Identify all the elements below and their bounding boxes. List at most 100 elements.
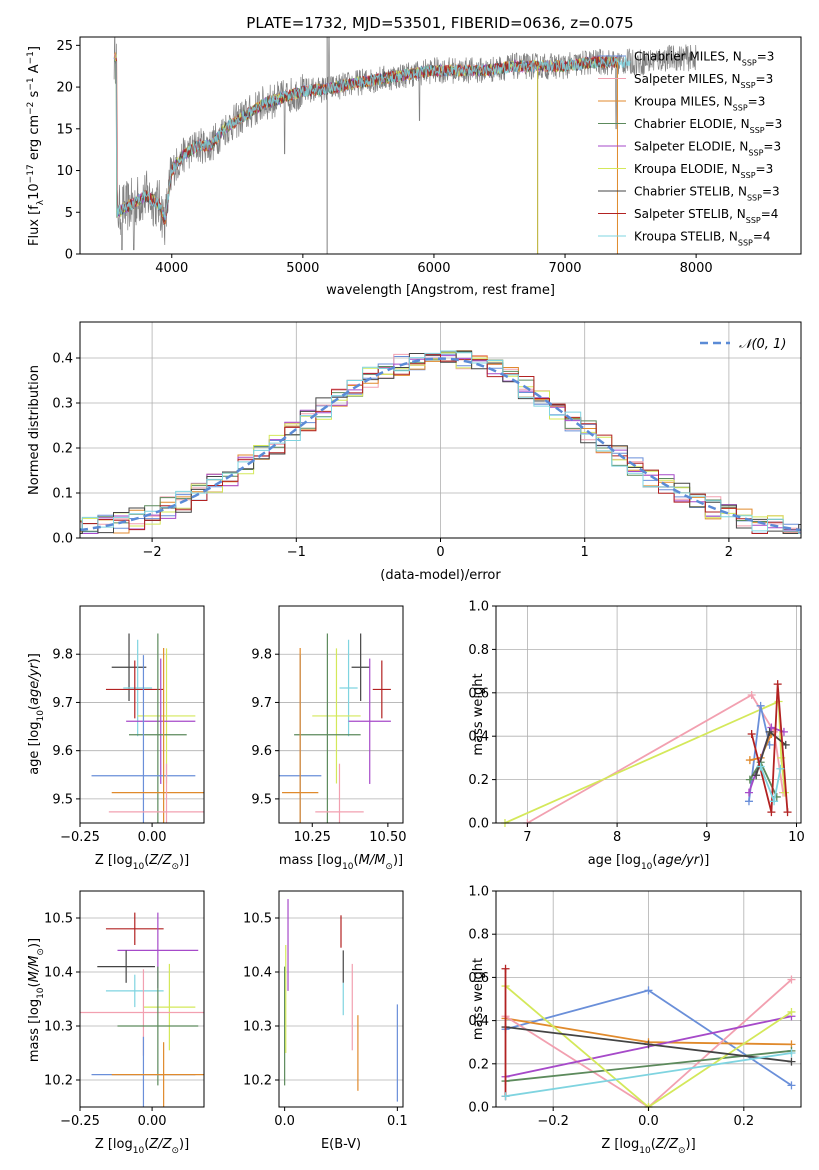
weight-marker <box>773 680 782 689</box>
axes-frame <box>79 36 802 255</box>
x-axis-label: Z [log10(Z/Z⊙)] <box>601 1137 695 1156</box>
x-tick-label: 4000 <box>155 261 188 276</box>
y-tick-label: 0.6 <box>468 971 489 986</box>
axes-frame <box>79 605 205 824</box>
axes-frame <box>278 890 404 1108</box>
y-tick-label: 0.0 <box>468 1101 489 1116</box>
y-tick-label: 0.3 <box>52 397 73 412</box>
weight-marker <box>744 797 753 806</box>
y-tick-label: 9.7 <box>251 696 272 711</box>
y-tick-label: 0 <box>65 248 73 263</box>
y-axis-label: mass weight <box>471 673 486 755</box>
weight-vs-Z-lines <box>501 964 796 1111</box>
y-tick-label: 0.1 <box>52 487 73 502</box>
weight-marker <box>644 1040 653 1049</box>
y-axis-label: Flux [fλ10−17 erg cm−2 s−1 A−1] <box>26 46 46 246</box>
y-axis-label: mass weight <box>471 958 486 1040</box>
x-tick-label: 7 <box>523 830 531 845</box>
age-vs-mass-frame: 10.25 10.50 9.5 9.6 9.7 9.8 <box>251 605 406 845</box>
y-tick-label: 25 <box>56 39 73 54</box>
axes-frame <box>79 890 205 1108</box>
x-tick-label: 0.00 <box>138 1114 167 1129</box>
weight-marker <box>752 771 761 780</box>
mass-vs-Z-frame: −0.25 0.00 10.2 10.3 10.4 10.5 <box>44 890 205 1129</box>
age-vs-Z-axes <box>80 653 204 800</box>
figure-title: PLATE=1732, MJD=53501, FIBERID=0636, z=0… <box>246 14 633 32</box>
age-vs-Z-frame: −0.25 0.00 9.5 9.6 9.7 9.8 <box>52 605 205 845</box>
weight-marker <box>767 723 776 732</box>
y-tick-label: 0.2 <box>468 773 489 788</box>
x-tick-label: 1 <box>581 545 589 560</box>
x-tick-label: 0.2 <box>733 1114 754 1129</box>
x-tick-label: −1 <box>287 545 306 560</box>
x-tick-label: 10 <box>788 830 805 845</box>
x-tick-label: 10.50 <box>369 830 406 845</box>
axes-frame <box>495 605 802 824</box>
y-tick-label: 20 <box>56 81 73 96</box>
weight-marker <box>783 808 792 817</box>
weight-marker <box>787 1081 796 1090</box>
y-tick-label: 10.3 <box>44 1020 73 1035</box>
weight-vs-Z-frame: −0.2 0.0 0.2 0.0 0.2 0.4 0.6 0.8 1.0 <box>468 885 802 1129</box>
spectrum-legend: Chabrier MILES, NSSP=3 Salpeter MILES, NS… <box>598 50 782 247</box>
y-tick-label: 0.8 <box>468 928 489 943</box>
weight-marker <box>787 1049 796 1057</box>
y-tick-label: 15 <box>56 122 73 137</box>
x-tick-label: 7000 <box>548 261 581 276</box>
x-tick-label: 8 <box>613 830 621 845</box>
y-tick-label: 0.8 <box>468 643 489 658</box>
x-tick-label: 0.0 <box>638 1114 659 1129</box>
x-axis-label: age [log10(age/yr)] <box>588 853 710 872</box>
y-tick-label: 9.6 <box>251 744 272 759</box>
x-tick-label: 0 <box>436 545 444 560</box>
model-spectrum-8 <box>115 56 631 221</box>
y-tick-label: 10.5 <box>243 912 272 927</box>
weight-line-8 <box>505 1052 792 1098</box>
x-tick-label: 6000 <box>417 261 450 276</box>
weight-marker <box>770 797 779 806</box>
weight-marker <box>776 764 785 773</box>
weight-marker <box>756 701 765 710</box>
spectrum-frame: 4000 5000 6000 7000 8000 0 5 10 15 20 25 <box>56 36 802 276</box>
weight-line-7 <box>750 684 789 813</box>
y-tick-label: 0.0 <box>468 817 489 832</box>
y-axis-label: mass [log10(M/M⊙)] <box>27 938 46 1062</box>
mass-vs-EBV-axes <box>279 917 403 1081</box>
weight-vs-age-lines <box>500 680 792 827</box>
y-tick-label: 10.4 <box>243 966 272 981</box>
weight-vs-age-frame: 7 8 9 10 0.0 0.2 0.4 0.6 0.8 1.0 <box>468 600 804 846</box>
histograms <box>80 350 801 534</box>
x-tick-label: −0.25 <box>60 830 100 845</box>
weight-marker <box>767 808 776 817</box>
weight-marker <box>501 1092 510 1101</box>
y-tick-label: 9.6 <box>52 744 73 759</box>
mass-vs-EBV-points <box>284 899 398 1102</box>
x-tick-label: 5000 <box>286 261 319 276</box>
y-tick-label: 10.2 <box>243 1074 272 1089</box>
weight-vs-Z-axes <box>496 890 801 1108</box>
weight-marker <box>787 975 796 984</box>
x-tick-label: 2 <box>725 545 733 560</box>
weight-marker <box>644 986 653 995</box>
x-tick-label: 0.1 <box>387 1114 408 1129</box>
x-axis-label: mass [log10(M/M⊙)] <box>279 853 403 872</box>
x-tick-label: 10.25 <box>294 830 331 845</box>
weight-marker <box>747 690 756 699</box>
weight-marker <box>745 775 754 784</box>
legend-label: Salpeter STELIB, NSSP=4 <box>634 207 778 225</box>
y-tick-label: 1.0 <box>468 600 489 615</box>
weight-marker <box>744 788 753 797</box>
weight-marker <box>765 727 774 736</box>
legend-label: Salpeter MILES, NSSP=3 <box>634 72 773 90</box>
y-tick-label: 10.4 <box>44 966 73 981</box>
x-tick-label: 9 <box>703 830 711 845</box>
y-tick-label: 0.2 <box>468 1057 489 1072</box>
axes-frame <box>278 605 404 824</box>
x-tick-label: 8000 <box>680 261 713 276</box>
legend-label: Chabrier STELIB, NSSP=3 <box>634 185 780 203</box>
weight-marker <box>780 788 789 797</box>
y-tick-label: 0.2 <box>52 442 73 457</box>
y-tick-label: 0.6 <box>468 686 489 701</box>
weight-marker <box>787 1057 796 1066</box>
y-tick-label: 10.3 <box>243 1020 272 1035</box>
